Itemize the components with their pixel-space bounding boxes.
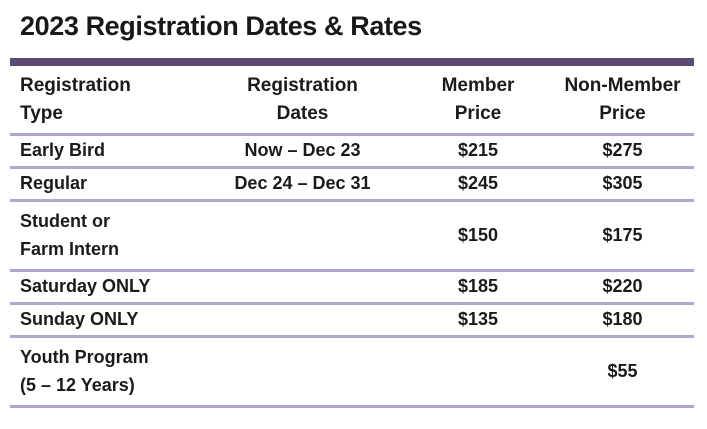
cell-registration-dates: Dec 24 – Dec 31 bbox=[234, 173, 371, 194]
cell-registration-type: Youth Program (5 – 12 Years) bbox=[20, 346, 149, 395]
cell-non-member-price: $275 bbox=[602, 140, 643, 161]
column-header-non-member-price: Non-Member Price bbox=[564, 74, 681, 124]
cell-member-price: $150 bbox=[457, 224, 499, 245]
table-header-row: Registration Type Registration Dates Mem… bbox=[10, 66, 694, 136]
table-row-student-or-farm-intern: Student or Farm Intern $150 $175 bbox=[10, 202, 694, 272]
column-header-registration-type: Registration Type bbox=[20, 74, 131, 124]
cell-member-price: $135 bbox=[457, 309, 499, 330]
cell-non-member-price: $305 bbox=[602, 173, 643, 194]
table-row-youth-program: Youth Program (5 – 12 Years) $55 bbox=[10, 338, 694, 408]
cell-registration-type: Saturday ONLY bbox=[20, 276, 151, 297]
cell-non-member-price: $175 bbox=[602, 224, 643, 245]
cell-registration-dates: Now – Dec 23 bbox=[244, 140, 361, 161]
table-row-regular: Regular Dec 24 – Dec 31 $245 $305 bbox=[10, 169, 694, 202]
table-row-sunday-only: Sunday ONLY $135 $180 bbox=[10, 305, 694, 338]
registration-rates-page: 2023 Registration Dates & Rates Registra… bbox=[0, 11, 707, 408]
cell-registration-type: Student or Farm Intern bbox=[20, 210, 120, 259]
cell-registration-type: Sunday ONLY bbox=[20, 309, 139, 330]
column-header-member-price: Member Price bbox=[441, 74, 515, 124]
column-header-registration-dates: Registration Dates bbox=[247, 74, 358, 124]
cell-non-member-price: $55 bbox=[607, 360, 638, 381]
rates-table: Registration Type Registration Dates Mem… bbox=[10, 58, 694, 408]
cell-registration-type: Regular bbox=[20, 173, 88, 194]
cell-non-member-price: $220 bbox=[602, 276, 643, 297]
page-title: 2023 Registration Dates & Rates bbox=[20, 11, 422, 41]
cell-member-price: $245 bbox=[457, 173, 499, 194]
table-row-early-bird: Early Bird Now – Dec 23 $215 $275 bbox=[10, 136, 694, 169]
cell-member-price: $215 bbox=[457, 140, 499, 161]
cell-non-member-price: $180 bbox=[602, 309, 643, 330]
table-row-saturday-only: Saturday ONLY $185 $220 bbox=[10, 272, 694, 305]
cell-member-price: $185 bbox=[457, 276, 499, 297]
cell-registration-type: Early Bird bbox=[20, 140, 106, 161]
